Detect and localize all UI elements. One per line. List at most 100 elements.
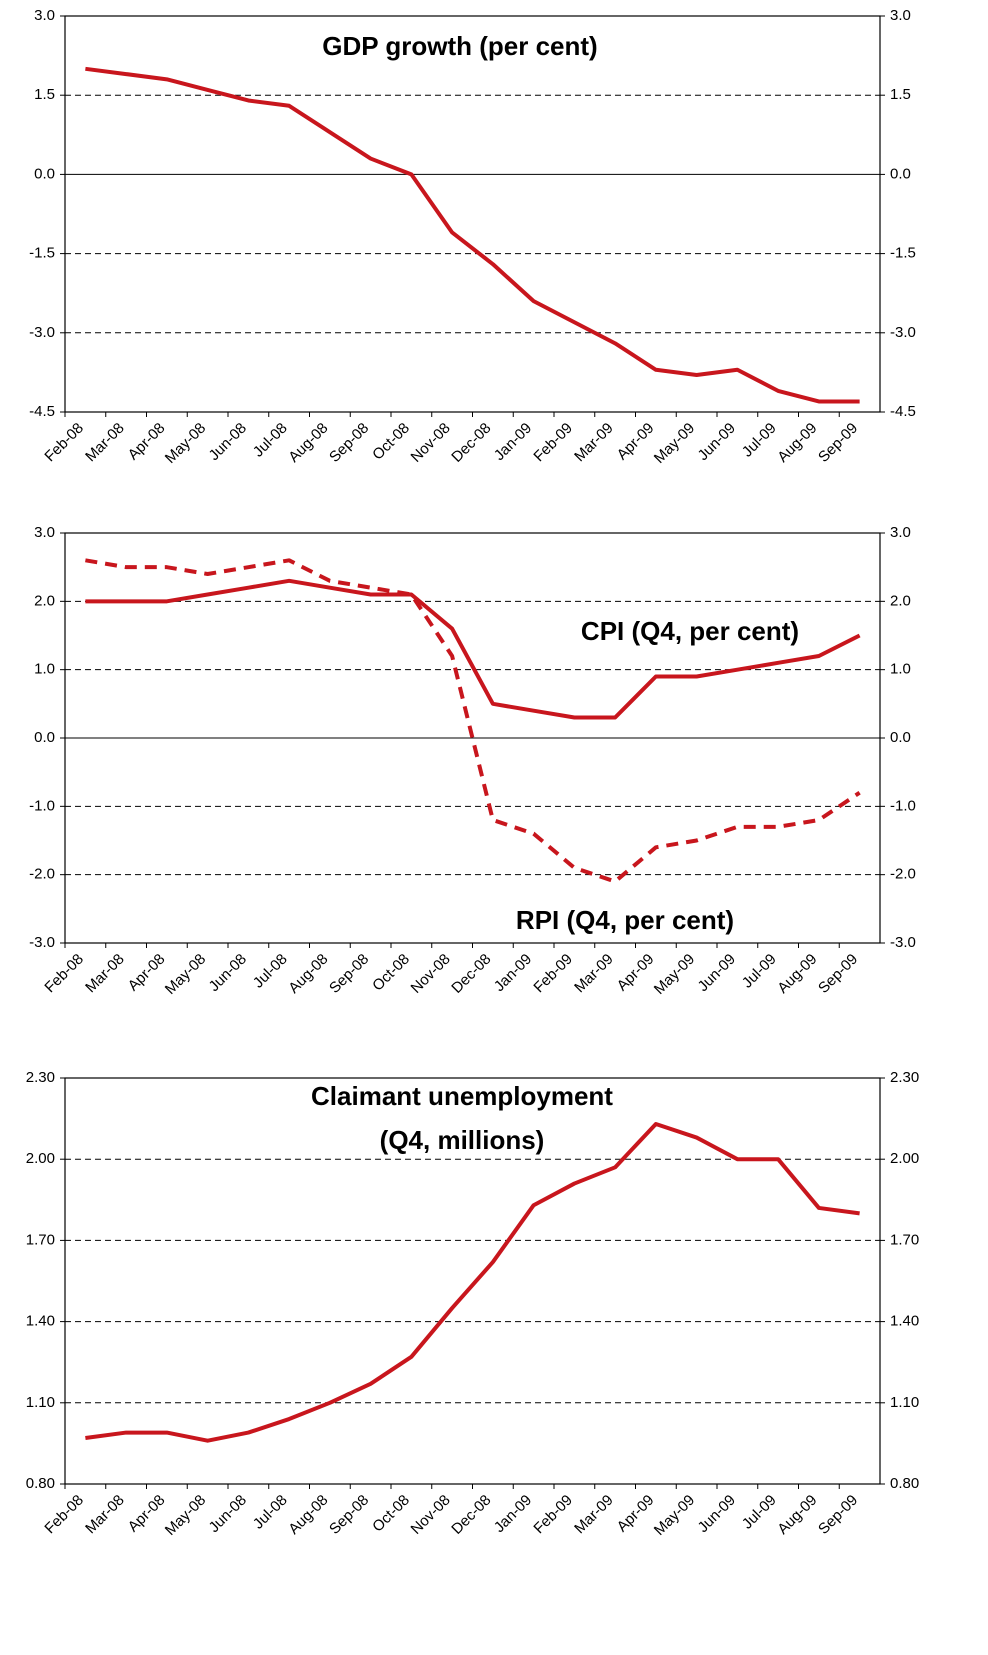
x-tick-label: Nov-08: [408, 951, 454, 997]
x-tick-label: Oct-08: [369, 1492, 413, 1536]
x-tick-label: Apr-08: [125, 951, 169, 995]
x-tick-label: Sep-08: [326, 420, 372, 466]
y2-tick-label: 2.0: [890, 592, 911, 609]
x-tick-label: Mar-08: [82, 420, 128, 466]
x-tick-label: May-09: [651, 1492, 698, 1539]
x-tick-label: Sep-09: [815, 951, 861, 997]
x-tick-label: May-09: [651, 420, 698, 467]
y2-tick-label: 0.80: [890, 1475, 919, 1492]
y2-tick-label: 3.0: [890, 7, 911, 24]
series-label: CPI (Q4, per cent): [581, 616, 799, 646]
y2-tick-label: -4.5: [890, 403, 916, 420]
series-line: [85, 66, 860, 404]
y-tick-label: 0.80: [26, 1475, 55, 1492]
series-line: [85, 578, 861, 720]
x-tick-label: Aug-08: [285, 951, 331, 997]
x-tick-label: Aug-09: [774, 951, 820, 997]
x-tick-label: Feb-09: [530, 951, 576, 997]
x-tick-label: Jun-08: [206, 1492, 250, 1536]
x-tick-label: Sep-08: [326, 951, 372, 997]
y-tick-label: -3.0: [29, 934, 55, 951]
y2-tick-label: 3.0: [890, 524, 911, 541]
x-tick-label: Jan-09: [491, 951, 535, 995]
x-tick-label: Sep-08: [326, 1492, 372, 1538]
y2-tick-label: 0.0: [890, 165, 911, 182]
y2-tick-label: 2.00: [890, 1150, 919, 1167]
y-tick-label: 2.0: [34, 592, 55, 609]
x-tick-label: May-08: [162, 951, 209, 998]
x-tick-label: Apr-09: [614, 420, 658, 464]
x-tick-label: Dec-08: [448, 1492, 494, 1538]
y2-tick-label: -2.0: [890, 866, 916, 883]
chart-title: GDP growth (per cent): [322, 31, 597, 61]
x-tick-label: Sep-09: [815, 420, 861, 466]
x-tick-label: Apr-09: [614, 951, 658, 995]
x-tick-label: Jan-09: [491, 1492, 535, 1536]
y-tick-label: -1.0: [29, 797, 55, 814]
x-tick-label: Feb-08: [41, 951, 87, 997]
x-tick-label: Jun-08: [206, 420, 250, 464]
y-tick-label: 1.40: [26, 1313, 55, 1330]
x-tick-label: Nov-08: [408, 420, 454, 466]
x-tick-label: Apr-09: [614, 1492, 658, 1536]
y-tick-label: 2.30: [26, 1069, 55, 1086]
y-tick-label: 0.0: [34, 165, 55, 182]
x-tick-label: Aug-09: [774, 1492, 820, 1538]
y-tick-label: 3.0: [34, 524, 55, 541]
y-tick-label: 3.0: [34, 7, 55, 24]
x-tick-label: Dec-08: [448, 951, 494, 997]
x-tick-label: Mar-09: [571, 951, 617, 997]
y2-tick-label: 0.0: [890, 729, 911, 746]
y-tick-label: 2.00: [26, 1150, 55, 1167]
y2-tick-label: 1.0: [890, 661, 911, 678]
y-tick-label: 1.5: [34, 86, 55, 103]
x-tick-label: Jan-09: [491, 420, 535, 464]
x-tick-label: Mar-08: [82, 951, 128, 997]
x-tick-label: Sep-09: [815, 1492, 861, 1538]
x-tick-label: Oct-08: [369, 951, 413, 995]
y2-tick-label: -3.0: [890, 324, 916, 341]
y-tick-label: 1.70: [26, 1231, 55, 1248]
x-tick-label: Aug-08: [285, 420, 331, 466]
y-tick-label: 0.0: [34, 729, 55, 746]
x-tick-label: Oct-08: [369, 420, 413, 464]
x-tick-label: Mar-09: [571, 420, 617, 466]
x-tick-label: Aug-08: [285, 1492, 331, 1538]
x-tick-label: Mar-08: [82, 1492, 128, 1538]
x-tick-label: Jun-09: [695, 1492, 739, 1536]
y-tick-label: -2.0: [29, 866, 55, 883]
y2-tick-label: 1.5: [890, 86, 911, 103]
chart-subtitle: (Q4, millions): [380, 1125, 545, 1155]
x-tick-label: May-09: [651, 951, 698, 998]
x-tick-label: Jun-08: [206, 951, 250, 995]
y2-tick-label: 1.70: [890, 1231, 919, 1248]
x-tick-label: Apr-08: [125, 1492, 169, 1536]
x-tick-label: Aug-09: [774, 420, 820, 466]
x-tick-label: May-08: [162, 1492, 209, 1539]
y2-tick-label: 1.40: [890, 1313, 919, 1330]
x-tick-label: May-08: [162, 420, 209, 467]
x-tick-label: Feb-08: [41, 420, 87, 466]
x-tick-label: Jun-09: [695, 951, 739, 995]
x-tick-label: Feb-08: [41, 1492, 87, 1538]
y2-tick-label: 2.30: [890, 1069, 919, 1086]
series-label: RPI (Q4, per cent): [516, 905, 734, 935]
series-line: [85, 558, 861, 884]
y2-tick-label: -3.0: [890, 934, 916, 951]
x-tick-label: Mar-09: [571, 1492, 617, 1538]
x-tick-label: Dec-08: [448, 420, 494, 466]
x-tick-label: Nov-08: [408, 1492, 454, 1538]
y-tick-label: 1.10: [26, 1394, 55, 1411]
y2-tick-label: -1.0: [890, 797, 916, 814]
y-tick-label: -3.0: [29, 324, 55, 341]
y2-tick-label: -1.5: [890, 245, 916, 262]
x-tick-label: Apr-08: [125, 420, 169, 464]
x-tick-label: Feb-09: [530, 1492, 576, 1538]
y-tick-label: -4.5: [29, 403, 55, 420]
x-tick-label: Feb-09: [530, 420, 576, 466]
chart-title: Claimant unemployment: [311, 1081, 613, 1111]
plot-frame: [64, 15, 881, 413]
y-tick-label: 1.0: [34, 661, 55, 678]
series-line: [85, 1122, 860, 1443]
